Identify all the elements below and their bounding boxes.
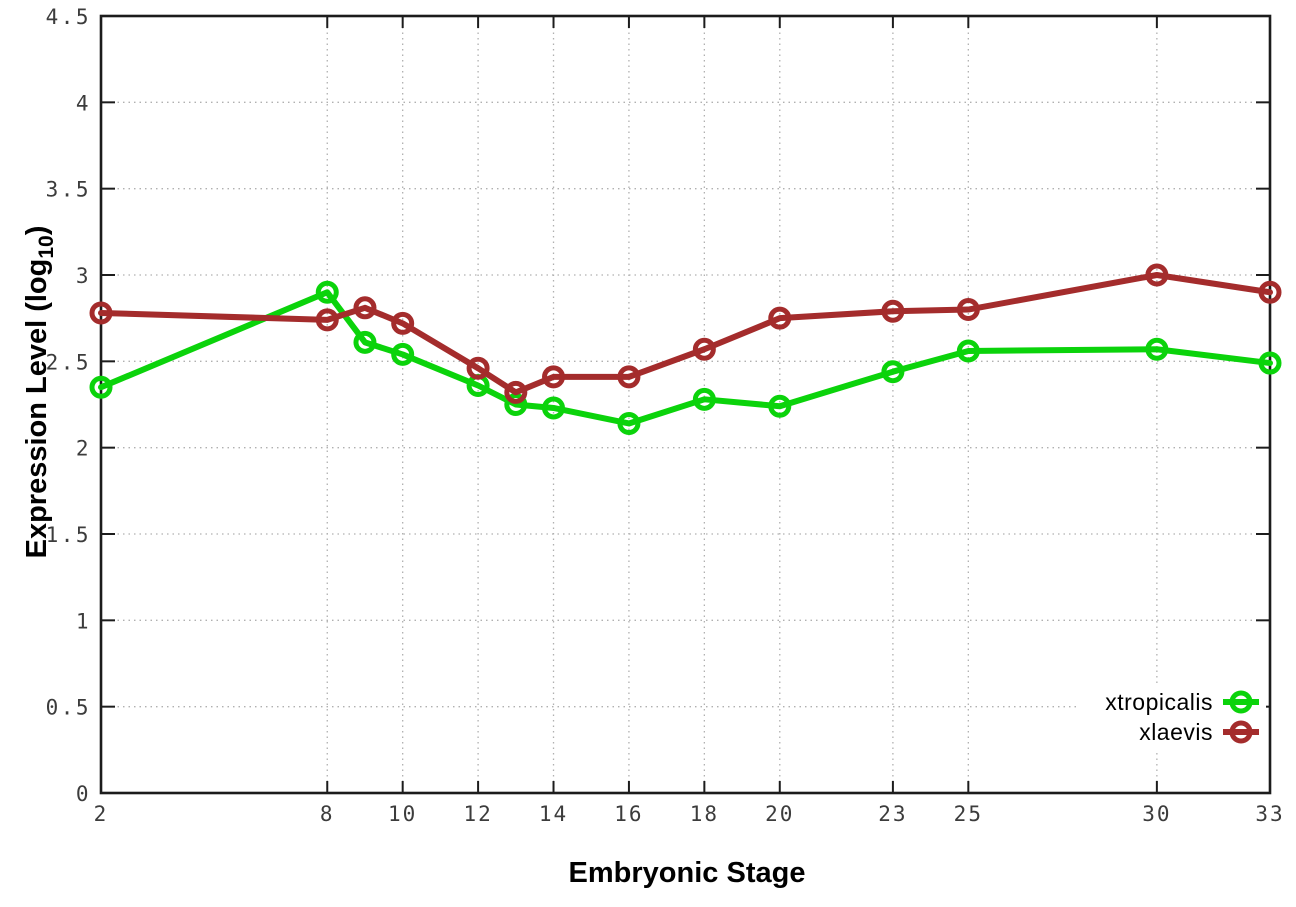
y-tick-label: 2 xyxy=(76,437,91,461)
data-point-marker-xtropicalis xyxy=(315,280,339,304)
series-layer xyxy=(89,263,1282,435)
x-tick-label: 20 xyxy=(765,802,794,826)
x-tick-label: 2 xyxy=(94,802,109,826)
data-point-marker-xlaevis xyxy=(391,311,415,335)
x-tick-label: 33 xyxy=(1255,802,1284,826)
y-axis-title-close: ) xyxy=(21,226,53,236)
plot-border xyxy=(99,14,1272,795)
grid-layer xyxy=(101,16,1270,793)
legend-label-xtropicalis: xtropicalis xyxy=(1105,689,1213,715)
data-point-marker-xtropicalis xyxy=(768,394,792,418)
tick-layer xyxy=(100,15,1271,794)
plot-border-layer xyxy=(99,14,1272,795)
data-point-marker-xtropicalis xyxy=(1258,351,1282,375)
data-point-marker-xtropicalis xyxy=(692,387,716,411)
data-point-marker-xlaevis xyxy=(881,299,905,323)
x-tick-label: 18 xyxy=(690,802,719,826)
y-tick-label: 1.5 xyxy=(46,523,91,547)
data-point-marker-xlaevis xyxy=(956,298,980,322)
x-tick-label: 16 xyxy=(614,802,643,826)
x-tick-label: 8 xyxy=(320,802,335,826)
y-tick-label: 4.5 xyxy=(46,5,91,29)
legend: xtropicalis xlaevis xyxy=(1080,684,1266,750)
x-tick-label: 14 xyxy=(539,802,568,826)
x-axis-title: Embryonic Stage xyxy=(569,857,806,889)
data-point-marker-xtropicalis xyxy=(881,360,905,384)
data-point-marker-xtropicalis xyxy=(617,411,641,435)
data-point-marker-xlaevis xyxy=(692,337,716,361)
y-tick-label: 4 xyxy=(76,91,91,115)
data-point-marker-xtropicalis xyxy=(391,342,415,366)
tick-label-layer: 2 8 10 12 14 16 18 20 23 25 30 33 0 0.5 1 1.5 2 2.5 3 3.5 4 4… xyxy=(46,5,1284,826)
x-tick-label: 10 xyxy=(388,802,417,826)
data-point-marker-xtropicalis xyxy=(542,396,566,420)
data-point-marker-xlaevis xyxy=(89,301,113,325)
data-point-marker-xtropicalis xyxy=(504,393,528,416)
y-tick-label: 2.5 xyxy=(46,350,91,374)
data-point-marker-xtropicalis xyxy=(89,375,113,399)
y-axis-title: Expression Level (log10) xyxy=(21,226,58,559)
data-point-marker-xlaevis xyxy=(353,296,377,320)
y-tick-label: 0.5 xyxy=(46,696,91,720)
data-point-marker-xlaevis xyxy=(542,365,566,389)
x-tick-label: 25 xyxy=(954,802,983,826)
series-line-xlaevis xyxy=(98,272,1273,396)
legend-marker-xlaevis xyxy=(1229,720,1253,744)
data-point-marker-xtropicalis xyxy=(353,330,377,354)
data-point-marker-xlaevis xyxy=(1258,280,1282,304)
x-tick-label: 30 xyxy=(1142,802,1171,826)
data-point-marker-xlaevis xyxy=(504,380,528,404)
legend-marker-xtropicalis xyxy=(1229,690,1253,714)
y-tick-label: 1 xyxy=(76,609,91,633)
x-tick-label: 23 xyxy=(878,802,907,826)
data-point-marker-xlaevis xyxy=(768,306,792,330)
data-point-marker-xlaevis xyxy=(617,365,641,389)
y-tick-label: 3.5 xyxy=(46,178,91,202)
x-tick-label: 12 xyxy=(463,802,492,826)
y-tick-label: 3 xyxy=(76,264,91,288)
data-point-marker-xlaevis xyxy=(1145,263,1169,287)
legend-label-xlaevis: xlaevis xyxy=(1139,719,1213,745)
data-point-marker-xlaevis xyxy=(315,308,339,332)
data-point-marker-xlaevis xyxy=(466,356,490,380)
y-axis-title-subscript: 10 xyxy=(35,235,58,258)
data-point-marker-xtropicalis xyxy=(956,339,980,363)
y-tick-label: 0 xyxy=(76,782,91,806)
data-point-marker-xtropicalis xyxy=(1145,337,1169,361)
y-axis-title-main: Expression Level (log xyxy=(21,259,53,559)
